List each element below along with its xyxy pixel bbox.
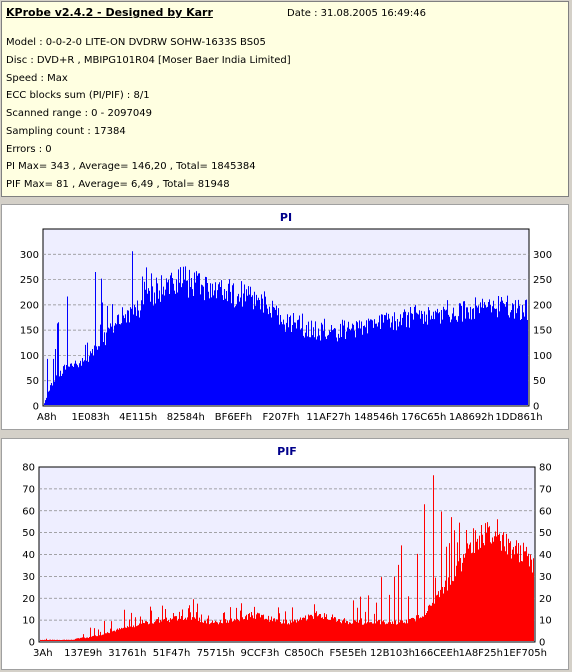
- disc-line: Disc : DVD+R , MBIPG101R04 [Moser Baer I…: [6, 55, 291, 66]
- speed-line: Speed : Max: [6, 73, 68, 84]
- sampling-line: Sampling count : 17384: [6, 126, 126, 137]
- pif-xtick: 137E9h: [64, 648, 102, 659]
- pif-ytick-right: 30: [539, 572, 552, 583]
- pi-xtick: 82584h: [167, 412, 205, 423]
- pif-ytick-right: 0: [539, 638, 545, 649]
- pi-ytick-right: 200: [533, 300, 552, 311]
- pi-xtick: 4E115h: [119, 412, 157, 423]
- pif-chart-panel: PIF 0 0 10 10 20 20 30 30 40 40 50 50 60 60 70 70 80 80 3Ah…: [1, 438, 569, 670]
- pi-ytick-left: 100: [20, 351, 39, 362]
- pi-ytick-left: 250: [20, 275, 39, 286]
- pif-xtick: 51F47h: [153, 648, 191, 659]
- pif-ytick-left: 80: [22, 463, 35, 474]
- app-title: KProbe v2.4.2 - Designed by Karr: [6, 6, 213, 19]
- pi-ytick-right: 0: [533, 402, 539, 413]
- pi-xtick: F207Fh: [263, 412, 300, 423]
- scan-date: Date : 31.08.2005 16:49:46: [287, 8, 426, 19]
- pif-xtick: F5E5Eh: [330, 648, 367, 659]
- ecc-line: ECC blocks sum (PI/PIF) : 8/1: [6, 90, 150, 101]
- pi-chart-panel: PI 0 0 50 50 100 100 150 150 200 200 250 250 300 300 A8…: [1, 204, 569, 430]
- pif-ytick-left: 50: [22, 528, 35, 539]
- pi-ytick-left: 150: [20, 326, 39, 337]
- pi-chart: PI 0 0 50 50 100 100 150 150 200 200 250 250 300 300 A8…: [20, 211, 552, 423]
- pif-xtick: 31761h: [108, 648, 146, 659]
- pi-xtick: BF6EFh: [215, 412, 252, 423]
- pif-series: [40, 475, 534, 641]
- pi-xtick: 1A8692h: [449, 412, 494, 423]
- pif-ytick-right: 40: [539, 550, 552, 561]
- pi-ytick-left: 50: [26, 376, 39, 387]
- pif-summary-line: PIF Max= 81 , Average= 6,49 , Total= 819…: [6, 179, 230, 190]
- pi-ytick-left: 200: [20, 300, 39, 311]
- range-line: Scanned range : 0 - 2097049: [6, 108, 152, 119]
- pi-xtick: A8h: [37, 412, 57, 423]
- pif-xtick: 1A8F25h: [459, 648, 503, 659]
- pif-xtick: 3Ah: [33, 648, 53, 659]
- pif-xtick: C850Ch: [284, 648, 323, 659]
- pi-xtick: 1DD861h: [495, 412, 542, 423]
- pif-xtick: 1EF705h: [503, 648, 547, 659]
- pif-ytick-left: 0: [29, 638, 35, 649]
- pi-ytick-left: 300: [20, 250, 39, 261]
- pif-ytick-left: 20: [22, 594, 35, 605]
- errors-line: Errors : 0: [6, 144, 52, 155]
- pif-ytick-left: 40: [22, 550, 35, 561]
- pif-xtick: 75715h: [197, 648, 235, 659]
- pi-xtick: 1E083h: [72, 412, 110, 423]
- pi-ytick-left: 0: [33, 402, 39, 413]
- pi-xtick: 176C65h: [401, 412, 446, 423]
- model-line: Model : 0-0-2-0 LITE-ON DVDRW SOHW-1633S…: [6, 37, 266, 48]
- pi-ytick-right: 150: [533, 326, 552, 337]
- pi-ytick-right: 100: [533, 351, 552, 362]
- pif-ytick-right: 10: [539, 616, 552, 627]
- pif-xtick: 166CEEh: [414, 648, 459, 659]
- pi-ytick-right: 50: [533, 376, 546, 387]
- pif-ytick-left: 60: [22, 506, 35, 517]
- pi-xtick: 11AF27h: [306, 412, 350, 423]
- pif-ytick-right: 80: [539, 463, 552, 474]
- pi-ytick-right: 300: [533, 250, 552, 261]
- pif-ytick-right: 50: [539, 528, 552, 539]
- pif-ytick-right: 70: [539, 484, 552, 495]
- pif-chart-title: PIF: [277, 445, 297, 458]
- pi-chart-title: PI: [280, 211, 292, 224]
- pif-ytick-left: 30: [22, 572, 35, 583]
- pif-ytick-right: 60: [539, 506, 552, 517]
- pif-ytick-right: 20: [539, 594, 552, 605]
- pif-ytick-left: 70: [22, 484, 35, 495]
- pif-ytick-left: 10: [22, 616, 35, 627]
- pi-summary-line: PI Max= 343 , Average= 146,20 , Total= 1…: [6, 161, 256, 172]
- pif-chart: PIF 0 0 10 10 20 20 30 30 40 40 50 50 60 60 70 70 80 80 3Ah…: [22, 445, 552, 659]
- pi-ytick-right: 250: [533, 275, 552, 286]
- pi-series: [44, 251, 528, 405]
- info-panel: KProbe v2.4.2 - Designed by Karr Date : …: [1, 1, 569, 197]
- pif-xtick: 9CCF3h: [241, 648, 280, 659]
- pi-xtick: 148546h: [354, 412, 399, 423]
- pif-xtick: 12B103h: [370, 648, 415, 659]
